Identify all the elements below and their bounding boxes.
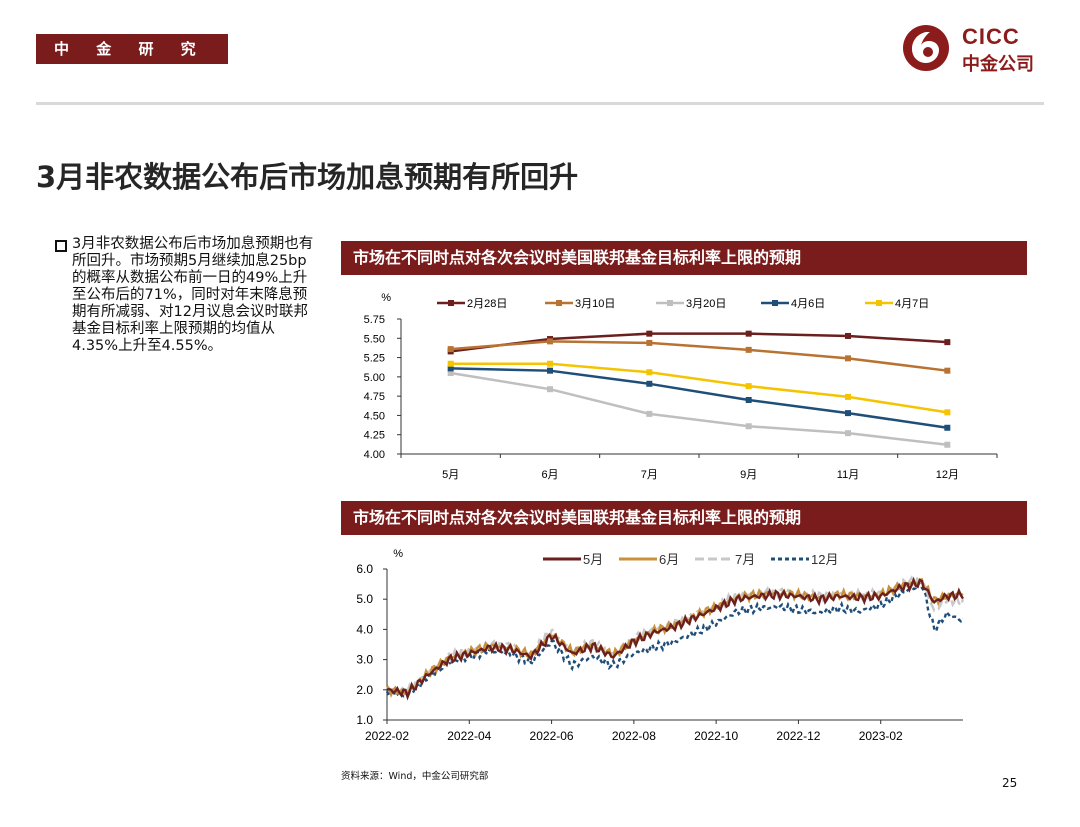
chart1-series-line <box>450 371 948 446</box>
chart1-y-tick-label: 4.00 <box>364 449 385 461</box>
cicc-logo: CICC 中金公司 <box>902 24 1052 76</box>
chart1-data-point <box>646 380 653 387</box>
chart1-y-tick-label: 5.00 <box>364 372 385 384</box>
chart2-rate-expectations-timeseries: % 1.0 2.0 3.0 4.0 5.0 6.0 2022-02 2022-04 2022-06… <box>356 548 965 743</box>
chart2-x-tick-label: 2023-02 <box>859 729 903 743</box>
chart2-x-tick-label: 2022-04 <box>447 729 491 743</box>
chart1-data-point <box>944 409 951 416</box>
chart1-data-point <box>745 346 752 353</box>
chart1-x-tick-label: 6月 <box>541 469 558 481</box>
chart1-x-tick-label: 11月 <box>837 469 859 481</box>
department-badge: 中 金 研 究 部 <box>36 34 228 88</box>
cicc-logo-icon <box>903 25 949 71</box>
chart1-y-tick-label: 5.75 <box>364 314 385 326</box>
chart1-data-point <box>646 369 653 376</box>
chart1-data-point <box>547 386 553 393</box>
chart1-legend-marker <box>876 300 882 306</box>
chart2-series-line <box>385 582 964 700</box>
chart1-legend-label: 4月6日 <box>791 298 825 310</box>
chart2-series-line <box>386 576 965 701</box>
bullet-text: 3月非农数据公布后市场加息预期也有所回升。市场预期5月继续加息25bp的概率从数… <box>72 236 314 354</box>
chart1-x-tick-label: 9月 <box>740 469 757 481</box>
chart1-y-unit: % <box>381 292 391 304</box>
chart2-legend-label: 7月 <box>735 552 755 567</box>
chart1-series-line <box>450 367 948 430</box>
chart1-series-line <box>450 332 948 353</box>
chart1-legend-marker <box>556 300 562 306</box>
chart2-x-tick-label: 2022-10 <box>694 729 738 743</box>
chart2-y-tick-label: 2.0 <box>356 683 373 697</box>
chart1-legend-marker <box>448 300 454 306</box>
chart1-data-point <box>845 332 851 339</box>
chart1-y-tick-label: 4.75 <box>364 391 385 403</box>
chart1-data-point <box>944 424 951 431</box>
header-divider <box>36 102 1044 105</box>
chart2-legend-label: 5月 <box>583 552 603 567</box>
chart1-data-point <box>646 330 653 337</box>
logo-text-cn: 中金公司 <box>962 54 1034 75</box>
chart2-x-tick-label: 2022-02 <box>365 729 409 743</box>
chart1-data-point <box>745 383 752 390</box>
page-title: 3月非农数据公布后市场加息预期有所回升 <box>36 160 579 194</box>
chart1-data-point <box>745 397 752 403</box>
chart1-data-point <box>745 423 752 430</box>
chart1-y-tick-label: 4.25 <box>364 430 385 442</box>
chart1-legend-label: 3月20日 <box>686 298 726 310</box>
chart1-data-point <box>447 365 454 372</box>
chart1-data-point <box>745 330 752 337</box>
chart1-data-point <box>944 441 951 448</box>
chart1-y-tick-label: 5.25 <box>364 353 385 365</box>
chart2-title: 市场在不同时点对各次会议时美国联邦基金目标利率上限的预期 <box>341 501 1027 535</box>
chart1-data-point <box>944 367 951 374</box>
chart1-rate-expectations-by-meeting: % 4.00 4.25 4.50 4.75 5.00 5.25 5.50 5.75 5月 6月 7月 9… <box>364 292 998 481</box>
chart1-data-point <box>547 360 553 367</box>
logo-text-en: CICC <box>962 24 1020 49</box>
chart1-x-tick-label: 12月 <box>936 469 959 481</box>
chart1-data-point <box>944 339 951 346</box>
chart1-series-line <box>450 340 948 372</box>
chart2-y-tick-label: 1.0 <box>356 713 373 727</box>
chart1-series-line <box>450 362 948 414</box>
chart1-title: 市场在不同时点对各次会议时美国联邦基金目标利率上限的预期 <box>341 241 1027 275</box>
chart1-data-point <box>547 367 553 374</box>
chart2-y-tick-label: 3.0 <box>356 653 373 667</box>
chart2-legend-label: 12月 <box>811 552 838 567</box>
chart2-y-unit: % <box>393 548 403 560</box>
chart2-legend-label: 6月 <box>659 552 679 567</box>
chart1-data-point <box>547 338 553 345</box>
chart1-data-point <box>447 346 454 353</box>
chart1-data-point <box>646 339 653 346</box>
chart1-data-point <box>447 370 454 376</box>
chart2-x-tick-label: 2022-06 <box>530 729 574 743</box>
page-number: 25 <box>1002 776 1018 790</box>
chart1-data-point <box>845 355 851 362</box>
chart1-data-point <box>845 430 851 437</box>
chart2-x-tick-label: 2022-12 <box>776 729 820 743</box>
chart1-x-tick-label: 7月 <box>641 469 658 481</box>
bullet-square-icon <box>55 240 67 252</box>
chart1-data-point <box>845 393 851 400</box>
chart1-legend-marker <box>772 300 778 306</box>
chart1-y-tick-label: 4.50 <box>364 410 385 422</box>
chart2-y-tick-label: 5.0 <box>356 592 373 606</box>
chart2-y-tick-label: 4.0 <box>356 622 373 636</box>
source-note: 资料来源：Wind，中金公司研究部 <box>341 771 489 782</box>
chart2-y-tick-label: 6.0 <box>356 562 373 576</box>
chart1-data-point <box>646 410 653 417</box>
chart1-x-tick-label: 5月 <box>442 469 459 481</box>
chart1-legend-label: 2月28日 <box>467 298 507 310</box>
chart1-data-point <box>447 360 454 367</box>
chart1-legend-label: 4月7日 <box>895 298 929 310</box>
chart1-legend-marker <box>667 300 673 306</box>
chart1-data-point <box>845 410 851 417</box>
chart1-legend-label: 3月10日 <box>575 298 615 310</box>
chart1-y-tick-label: 5.50 <box>364 333 385 345</box>
chart2-x-tick-label: 2022-08 <box>612 729 656 743</box>
